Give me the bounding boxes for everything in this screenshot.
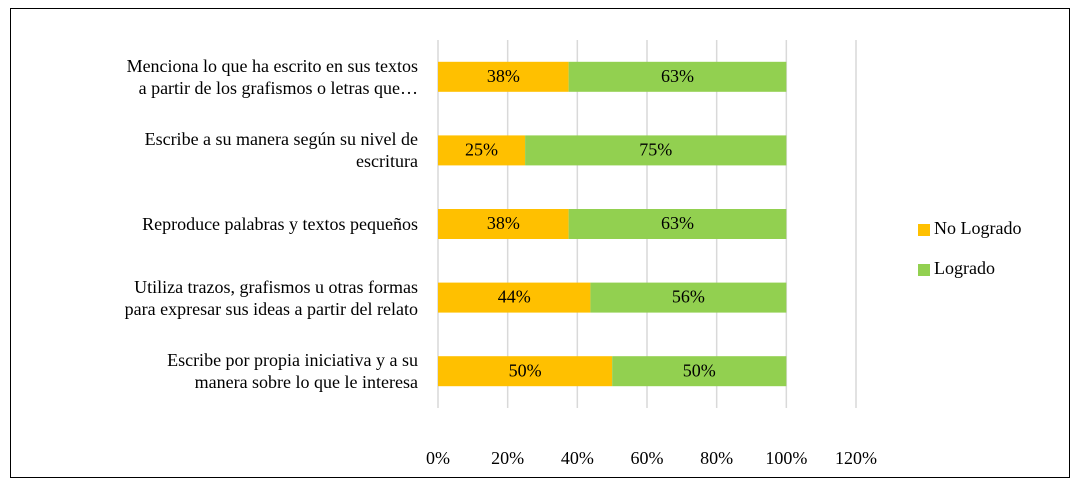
- bar-segment: [438, 135, 526, 166]
- bar-segment: [438, 356, 613, 387]
- legend-label: Logrado: [934, 258, 995, 278]
- category-label: Escribe a su manera según su nivel de es…: [144, 129, 418, 172]
- data-label: 50%: [683, 360, 716, 380]
- x-tick-label: 60%: [631, 448, 664, 468]
- data-label: 63%: [661, 213, 694, 233]
- data-label: 25%: [465, 140, 498, 160]
- data-label: 44%: [498, 287, 531, 307]
- x-tick-label: 120%: [835, 448, 877, 468]
- bar-segment: [568, 61, 787, 92]
- category-label: Escribe por propia iniciativa y a su man…: [167, 350, 418, 393]
- bar-segment: [612, 356, 787, 387]
- data-label: 63%: [661, 66, 694, 86]
- legend-label: No Logrado: [934, 218, 1021, 238]
- x-tick-label: 80%: [700, 448, 733, 468]
- data-label: 56%: [672, 287, 705, 307]
- x-tick-label: 100%: [765, 448, 807, 468]
- x-tick-label: 0%: [426, 448, 450, 468]
- x-tick-label: 40%: [561, 448, 594, 468]
- bar-segment: [438, 61, 569, 92]
- bar-segment: [525, 135, 787, 166]
- data-label: 75%: [639, 140, 672, 160]
- data-label: 38%: [487, 213, 520, 233]
- frame: [10, 8, 1070, 478]
- bar-segment: [568, 209, 787, 239]
- x-tick-label: 20%: [491, 448, 524, 468]
- category-label: Utiliza trazos, grafismos u otras formas…: [124, 276, 418, 319]
- legend-swatch: [918, 264, 930, 276]
- category-label: Reproduce palabras y textos pequeños: [142, 214, 418, 234]
- category-label: Menciona lo que ha escrito en sus textos…: [126, 55, 418, 98]
- bar-segment: [590, 282, 787, 313]
- data-label: 38%: [487, 66, 520, 86]
- data-label: 50%: [509, 360, 542, 380]
- bar-segment: [438, 209, 569, 239]
- bar-segment: [438, 282, 591, 313]
- legend-swatch: [918, 224, 930, 236]
